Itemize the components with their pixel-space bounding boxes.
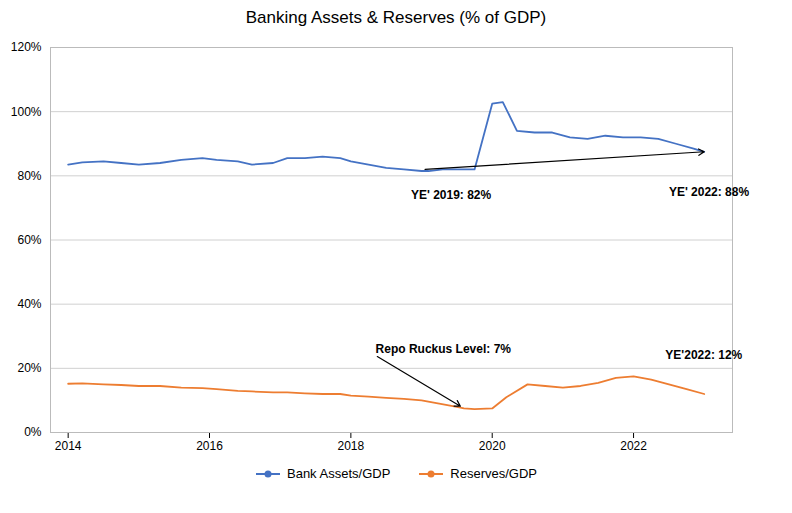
svg-text:120%: 120% — [11, 40, 42, 54]
svg-text:80%: 80% — [17, 169, 41, 183]
html-text:Reserves/GDP: Reserves/GDP — [450, 466, 537, 481]
svg-text:Repo Ruckus Level: 7%: Repo Ruckus Level: 7% — [376, 342, 512, 356]
html-text:Banking Assets & Reserves (% o: Banking Assets & Reserves (% of GDP) — [245, 8, 547, 27]
svg-text:20%: 20% — [17, 361, 41, 375]
svg-text:2022: 2022 — [620, 439, 647, 453]
svg-text:YE' 2022: 88%: YE' 2022: 88% — [669, 185, 750, 199]
svg-text:2018: 2018 — [338, 439, 365, 453]
html-text:Bank Assets/GDP: Bank Assets/GDP — [287, 466, 391, 481]
svg-text:100%: 100% — [11, 105, 42, 119]
svg-text:YE'2022: 12%: YE'2022: 12% — [665, 348, 742, 362]
svg-text:2014: 2014 — [55, 439, 82, 453]
svg-text:40%: 40% — [17, 297, 41, 311]
svg-text:0%: 0% — [24, 425, 42, 439]
svg-text:60%: 60% — [17, 233, 41, 247]
svg-text:YE' 2019: 82%: YE' 2019: 82% — [411, 188, 492, 202]
svg-text:2016: 2016 — [196, 439, 223, 453]
svg-text:2020: 2020 — [479, 439, 506, 453]
